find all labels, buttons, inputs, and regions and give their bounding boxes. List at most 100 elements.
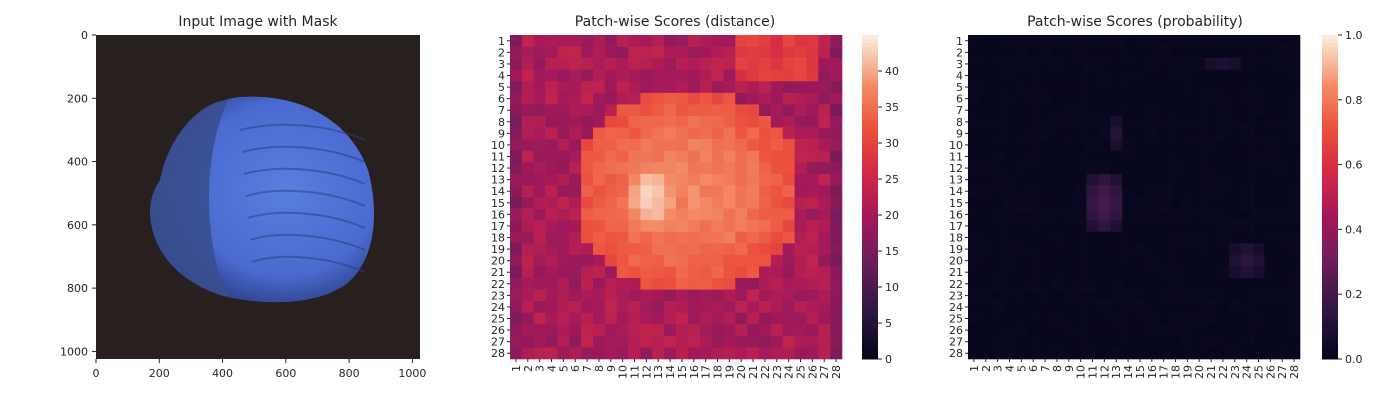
colorbar-segment bbox=[862, 326, 878, 332]
heatmap-cell bbox=[1122, 312, 1135, 325]
heatmap-cell bbox=[979, 116, 993, 128]
heatmap-cell bbox=[593, 231, 606, 244]
heatmap-cell bbox=[1240, 278, 1253, 290]
heatmap-cell bbox=[1252, 35, 1265, 47]
heatmap-cell bbox=[1193, 150, 1206, 163]
heatmap-cell bbox=[569, 197, 582, 209]
heatmap-cell bbox=[1039, 104, 1052, 117]
heatmap-cell bbox=[1228, 301, 1242, 314]
heatmap-cell bbox=[1145, 243, 1159, 256]
heatmap-cell bbox=[604, 116, 618, 128]
colorbar-segment bbox=[862, 124, 878, 129]
heatmap-cell bbox=[604, 266, 618, 279]
heatmap-cell bbox=[1051, 46, 1064, 59]
heatmap-cell bbox=[1074, 324, 1087, 337]
heatmap-cell bbox=[1228, 35, 1242, 47]
heatmap-cell bbox=[593, 35, 606, 47]
heatmap-cell bbox=[1015, 69, 1028, 82]
heatmap-cell bbox=[676, 185, 689, 198]
colorbar-segment bbox=[1322, 51, 1338, 56]
heatmap-cell bbox=[593, 347, 606, 360]
colorbar-segment bbox=[1322, 75, 1338, 81]
heatmap-cell bbox=[1015, 162, 1028, 175]
heatmap-cell bbox=[1264, 289, 1277, 302]
heatmap-cell bbox=[1181, 266, 1194, 279]
heatmap-cell bbox=[794, 185, 807, 198]
heatmap-cell bbox=[699, 81, 712, 94]
heatmap-cell bbox=[1264, 197, 1277, 209]
heatmap-cell bbox=[968, 69, 981, 82]
heatmap-cell bbox=[1264, 139, 1277, 152]
heatmap-cell bbox=[1003, 173, 1016, 186]
heatmap-cell bbox=[1228, 197, 1242, 209]
heatmap-cell bbox=[664, 46, 677, 59]
heatmap-cell bbox=[557, 185, 570, 198]
heatmap-cell bbox=[1217, 92, 1230, 105]
heatmap-cell bbox=[747, 220, 760, 233]
heatmap-cell bbox=[723, 197, 736, 209]
heatmap-cell bbox=[770, 46, 784, 59]
heatmap-cell bbox=[735, 150, 748, 163]
heatmap-cell bbox=[1098, 301, 1111, 314]
heatmap-cell bbox=[1051, 289, 1064, 302]
heatmap-cell bbox=[806, 208, 819, 221]
heatmap-cell bbox=[1134, 173, 1147, 186]
heatmap-cell bbox=[1039, 35, 1052, 47]
heatmap-cell bbox=[664, 254, 677, 267]
heatmap-cell bbox=[711, 324, 724, 337]
heatmap-cell bbox=[1240, 347, 1253, 360]
heatmap-cell bbox=[687, 266, 701, 279]
heatmap-cell bbox=[510, 347, 523, 360]
heatmap-cell bbox=[699, 231, 712, 244]
heatmap-cell bbox=[628, 173, 641, 186]
heatmap-cell bbox=[1228, 58, 1242, 71]
heatmap-cell bbox=[1134, 162, 1147, 175]
heatmap-cell bbox=[1110, 278, 1123, 290]
heatmap-cell bbox=[664, 278, 677, 290]
heatmap-cell bbox=[1193, 46, 1206, 59]
colorbar-segment bbox=[1322, 213, 1338, 218]
heatmap-cell bbox=[1252, 243, 1265, 256]
heatmap-cell bbox=[640, 278, 653, 290]
heatmap-cell bbox=[1015, 289, 1028, 302]
heatmap-cell bbox=[818, 335, 831, 348]
heatmap-cell bbox=[991, 46, 1004, 59]
heatmap-cell bbox=[1240, 162, 1253, 175]
heatmap-cell bbox=[1276, 81, 1289, 94]
heatmap-cell bbox=[652, 35, 665, 47]
heatmap-cell bbox=[1039, 266, 1052, 279]
heatmap-cell bbox=[1062, 58, 1076, 71]
heatmap-cell bbox=[1122, 116, 1135, 128]
heatmap-cell bbox=[968, 127, 981, 140]
heatmap-cell bbox=[735, 46, 748, 59]
heatmap-cell bbox=[1169, 254, 1182, 267]
heatmap-cell bbox=[699, 278, 712, 290]
colorbar-segment bbox=[1322, 67, 1338, 72]
heatmap-cell bbox=[1110, 220, 1123, 233]
heatmap-cell bbox=[1122, 104, 1135, 117]
heatmap-cell bbox=[1205, 162, 1218, 175]
colorbar-segment bbox=[1322, 237, 1338, 243]
col-tick-label: 8 bbox=[593, 365, 606, 372]
heatmap-cell bbox=[1134, 231, 1147, 244]
heatmap-cell bbox=[1027, 35, 1040, 47]
heatmap-cell bbox=[830, 46, 843, 59]
heatmap-cell bbox=[1098, 81, 1111, 94]
heatmap-cell bbox=[1027, 58, 1040, 71]
heatmap-cell bbox=[1086, 150, 1099, 163]
heatmap-cell bbox=[1015, 243, 1028, 256]
heatmap-cell bbox=[628, 139, 641, 152]
heatmap-cell bbox=[1181, 243, 1194, 256]
heatmap-cell bbox=[1039, 301, 1052, 314]
heatmap-cell bbox=[1145, 254, 1159, 267]
heatmap-cell bbox=[1240, 69, 1253, 82]
heatmap-cell bbox=[1074, 92, 1087, 105]
heatmap-cell bbox=[794, 335, 807, 348]
heatmap-cell bbox=[1074, 220, 1087, 233]
heatmap-cell bbox=[664, 58, 677, 71]
heatmap-cell bbox=[652, 347, 665, 360]
heatmap-cell bbox=[533, 335, 546, 348]
row-tick-label: 25 bbox=[491, 313, 505, 326]
heatmap-cell bbox=[1145, 81, 1159, 94]
